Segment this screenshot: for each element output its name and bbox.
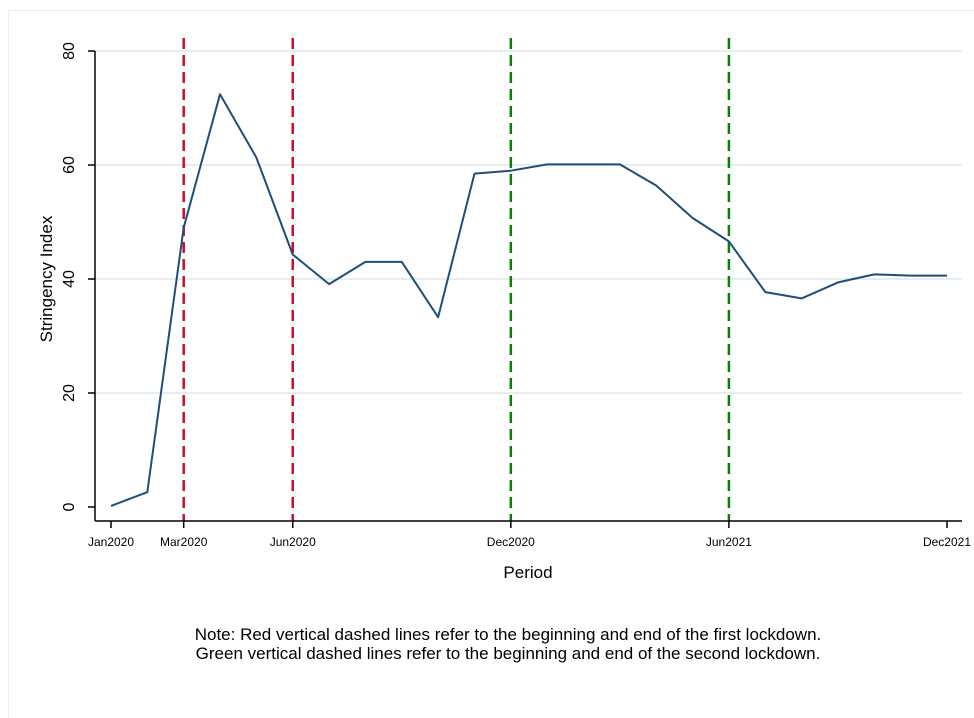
gridlines: [95, 50, 962, 394]
y-axis-title: Stringency Index: [37, 215, 56, 342]
x-tick-label: Jun2021: [706, 535, 752, 549]
series-layer: [110, 93, 948, 507]
y-tick-label: 40: [61, 270, 78, 288]
x-tick-label: Jan2020: [88, 535, 134, 549]
x-tick-label: Mar2020: [160, 535, 208, 549]
labels: Stringency Index Period Note: Red vertic…: [37, 215, 821, 663]
note-line-2: Green vertical dashed lines refer to the…: [196, 644, 821, 663]
x-tick-label: Dec2020: [487, 535, 535, 549]
chart-frame: [8, 10, 974, 718]
x-tick-label: Dec2021: [923, 535, 971, 549]
note-line-1: Note: Red vertical dashed lines refer to…: [195, 625, 822, 644]
y-tick-label: 60: [61, 156, 78, 174]
y-tick-label: 80: [61, 42, 78, 60]
lockdown-lines: [182, 38, 731, 521]
y-tick-label: 0: [61, 502, 78, 511]
x-tick-label: Jun2020: [270, 535, 316, 549]
y-tick-label: 20: [61, 384, 78, 402]
x-axis-title: Period: [503, 563, 552, 582]
series-line-1: [110, 93, 947, 507]
axes: 0 20 40 60 80 Jan2020 Mar2020 Jun2020 Dec2020 Jun…: [61, 42, 971, 549]
